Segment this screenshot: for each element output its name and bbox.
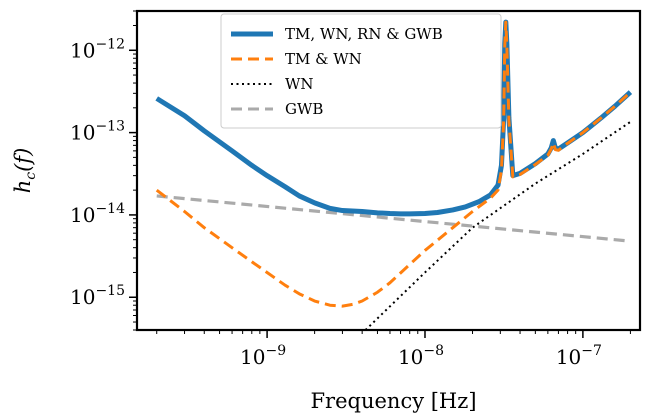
y-tick-label: 10−15 [70, 283, 125, 309]
x-axis-label: Frequency [Hz] [310, 389, 476, 413]
major-tick-layer: 10−9 10−8 10−7 10−15 10−14 10−13 10−12 [70, 36, 602, 369]
legend: TM, WN, RN & GWB TM & WN WN GWB [220, 13, 502, 129]
series-line-wn [364, 121, 631, 330]
legend-label: WN [285, 75, 314, 93]
legend-entry: TM, WN, RN & GWB [231, 25, 443, 43]
legend-entry: TM & WN [231, 50, 362, 68]
y-axis-label: hc(f) [11, 148, 39, 194]
x-tick-label: 10−9 [240, 343, 286, 369]
series-line-tm-wn [155, 20, 632, 308]
series-layer [155, 19, 633, 330]
legend-entry: GWB [231, 100, 323, 118]
legend-entry: WN [231, 75, 314, 93]
x-tick-label: 10−8 [398, 343, 444, 369]
x-tick-label: 10−7 [556, 343, 602, 369]
legend-label: TM, WN, RN & GWB [285, 25, 443, 43]
y-tick-label: 10−14 [70, 201, 125, 227]
y-tick-label: 10−13 [70, 119, 125, 145]
series-line-gwb [156, 194, 631, 243]
legend-box [220, 13, 502, 129]
minor-tick-layer [133, 10, 631, 334]
series-line-tm-wn-rn-gwb [155, 19, 633, 217]
plot-area-frame [135, 9, 642, 332]
y-tick-label: 10−12 [70, 36, 125, 62]
legend-label: TM & WN [285, 50, 362, 68]
legend-label: GWB [285, 100, 323, 118]
